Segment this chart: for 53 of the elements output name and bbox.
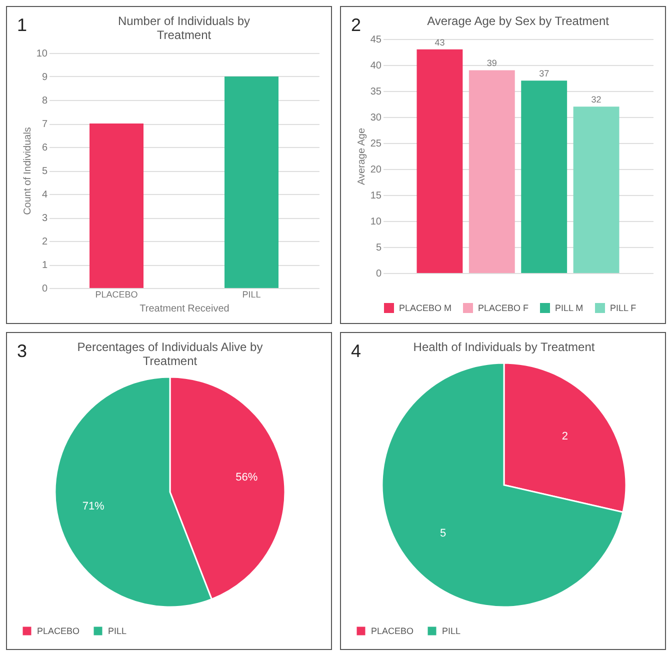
y-tick-label: 5	[376, 242, 382, 254]
chart-title: Average Age by Sex by Treatment	[427, 14, 610, 28]
y-tick-label: 20	[370, 164, 382, 176]
x-axis-title: Treatment Received	[140, 304, 230, 314]
y-tick-label: 6	[42, 142, 48, 154]
data-label: 39	[486, 58, 497, 68]
y-tick-label: 30	[370, 112, 382, 124]
pie-slice	[381, 362, 624, 608]
y-tick-label: 45	[370, 34, 382, 46]
chart-title: Number of Individuals by Treatment	[118, 14, 250, 42]
y-tick-label: 10	[370, 216, 382, 228]
legend-label: PILL M	[555, 303, 584, 313]
legend-label: PLACEBO M	[399, 303, 452, 313]
data-label: 43	[434, 37, 445, 48]
legend-label: PLACEBO	[371, 626, 414, 636]
bar	[573, 106, 620, 273]
data-label: 37	[539, 68, 550, 79]
y-axis-title: Average Age	[356, 128, 368, 186]
y-tick-label: 10	[36, 48, 48, 60]
chart-title: Percentages of Individuals Alive by Treatment	[77, 340, 263, 368]
legend-label: PILL	[108, 626, 127, 636]
text: 2	[351, 15, 362, 36]
y-tick-label: 0	[42, 284, 48, 294]
y-tick-label: 9	[42, 72, 48, 83]
y-tick-label: 0	[376, 268, 382, 280]
y-tick-label: 1	[42, 260, 48, 271]
y-tick-label: 2	[42, 236, 48, 248]
chart-title: Health of Individuals by Treatment	[413, 340, 596, 354]
data-label: 71%	[82, 500, 105, 512]
y-tick-label: 25	[370, 138, 382, 150]
y-tick-label: 5	[42, 166, 48, 177]
data-label: 2	[562, 430, 568, 442]
text: 4	[351, 341, 362, 362]
y-tick-label: 40	[370, 60, 382, 72]
bar	[416, 49, 463, 273]
bar	[468, 70, 515, 273]
y-tick-label: 35	[370, 86, 382, 98]
bar	[521, 80, 568, 273]
legend-label: PLACEBO F	[478, 303, 530, 313]
y-tick-label: 7	[42, 119, 48, 130]
y-tick-label: 15	[370, 190, 382, 202]
text: 1	[17, 15, 28, 36]
data-label: 56%	[236, 472, 258, 484]
y-tick-label: 4	[42, 190, 48, 200]
legend-label: PILL F	[610, 303, 637, 313]
y-tick-label: 3	[42, 213, 48, 224]
data-label: 5	[440, 528, 446, 540]
y-tick-label: 8	[42, 96, 48, 106]
text: 3	[17, 341, 28, 362]
data-label: 32	[591, 94, 602, 105]
y-axis-title: Count of Individuals	[22, 127, 34, 215]
legend-label: PLACEBO	[37, 626, 80, 636]
legend-label: PILL	[442, 626, 461, 636]
